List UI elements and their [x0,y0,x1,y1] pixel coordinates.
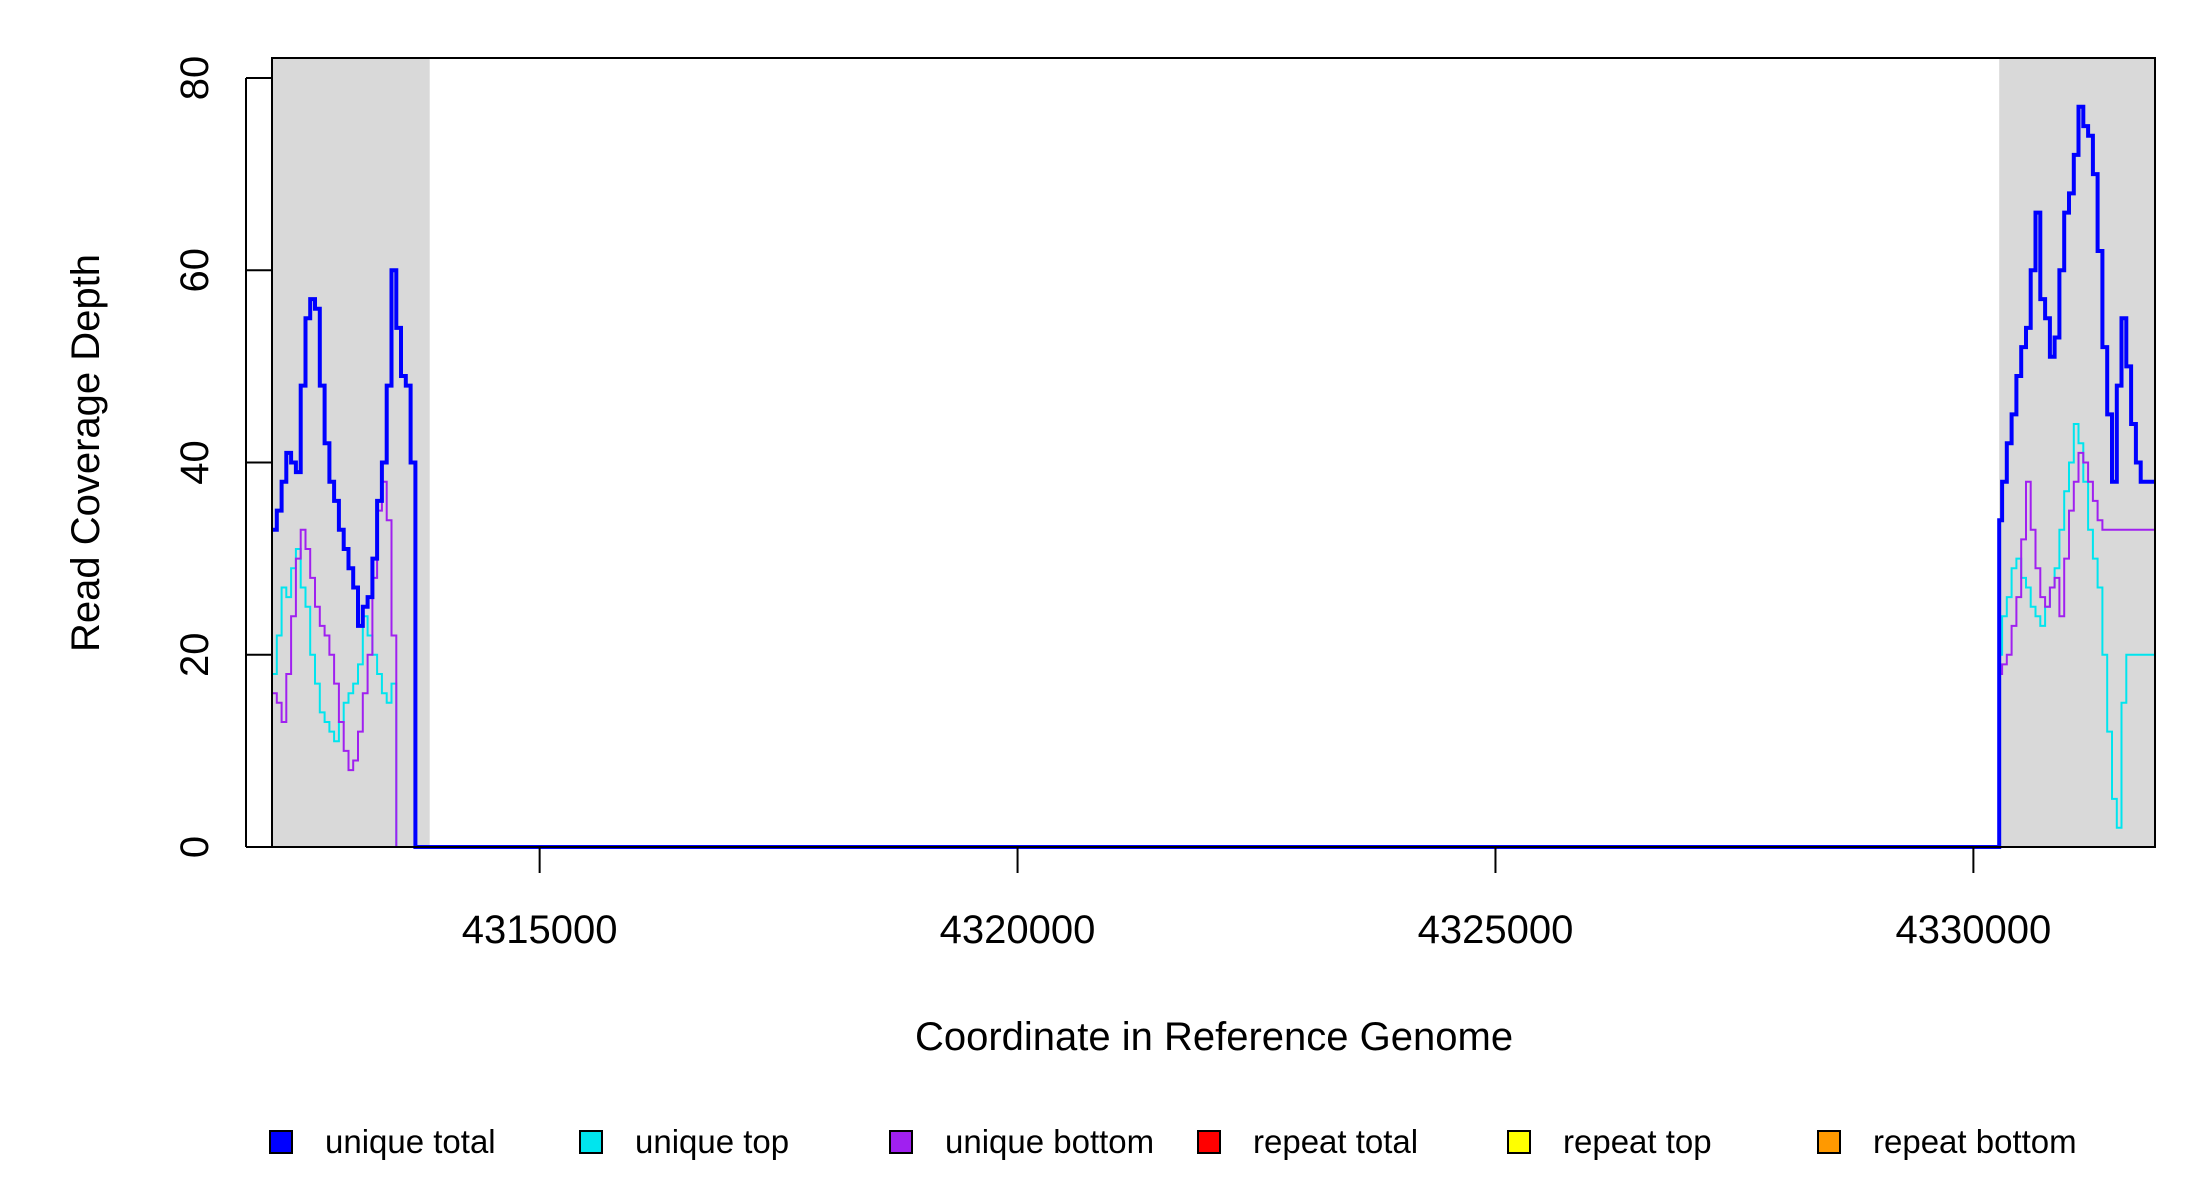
legend-swatch [1507,1130,1531,1154]
series-unique-total [272,104,2155,849]
legend-item: unique total [269,1123,496,1160]
legend-item: repeat bottom [1817,1123,2077,1160]
plot-frame [271,57,2156,848]
shaded-region-1 [272,58,430,847]
legend-swatch [269,1130,293,1154]
legend-swatch [1197,1130,1221,1154]
legend-label: unique top [635,1123,789,1160]
legend-item: repeat total [1197,1123,1418,1160]
x-tick-label: 4315000 [462,908,618,952]
legend-label: unique bottom [945,1123,1154,1160]
x-tick-label: 4325000 [1418,908,1574,952]
legend-swatch [579,1130,603,1154]
y-axis-label: Read Coverage Depth [64,254,108,652]
legend-item: unique bottom [889,1123,1154,1160]
y-tick-label: 0 [173,836,217,858]
series-lines [272,104,2155,849]
legend: unique total unique top unique bottom repea… [269,1123,2077,1160]
legend-item: unique top [579,1123,789,1160]
legend-label: unique total [325,1123,496,1160]
legend-label: repeat top [1563,1123,1712,1160]
y-tick-label: 80 [173,56,217,101]
legend-label: repeat total [1253,1123,1418,1160]
legend-item: repeat top [1507,1123,1712,1160]
series-unique-bottom [272,451,2155,848]
legend-swatch [1817,1130,1841,1154]
y-tick-label: 60 [173,248,217,293]
y-axis: 0 20 40 60 80 [173,56,272,858]
y-tick-label: 40 [173,440,217,485]
x-tick-label: 4320000 [940,908,1096,952]
shaded-regions [272,58,2155,847]
series-unique-top [272,423,2155,848]
x-tick-label: 4330000 [1896,908,2052,952]
x-axis-label: Coordinate in Reference Genome [915,1015,1513,1059]
y-tick-label: 20 [173,633,217,678]
x-axis: 4315000 4320000 4325000 4330000 [462,846,2052,952]
legend-label: repeat bottom [1873,1123,2077,1160]
shaded-region-2 [1999,58,2155,847]
legend-swatch [889,1130,913,1154]
